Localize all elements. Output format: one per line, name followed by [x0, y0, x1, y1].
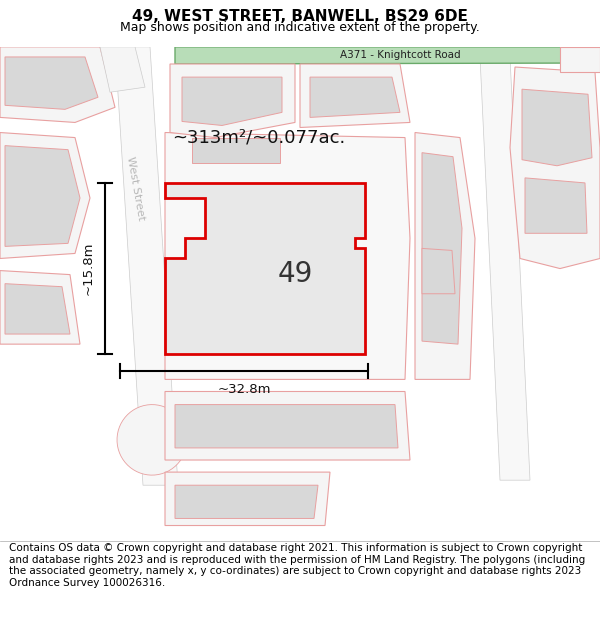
Polygon shape: [0, 47, 115, 122]
Text: Contains OS data © Crown copyright and database right 2021. This information is : Contains OS data © Crown copyright and d…: [9, 543, 585, 588]
Polygon shape: [165, 391, 410, 460]
Polygon shape: [300, 64, 410, 127]
Polygon shape: [165, 472, 330, 526]
Polygon shape: [165, 183, 365, 354]
Polygon shape: [175, 404, 398, 448]
Polygon shape: [422, 152, 462, 344]
Text: ~15.8m: ~15.8m: [82, 242, 95, 295]
Polygon shape: [182, 77, 282, 126]
Polygon shape: [185, 259, 290, 299]
Polygon shape: [480, 57, 530, 480]
Polygon shape: [5, 57, 98, 109]
Polygon shape: [100, 47, 145, 92]
Text: ~32.8m: ~32.8m: [217, 383, 271, 396]
Polygon shape: [522, 89, 592, 166]
Text: ~313m²/~0.077ac.: ~313m²/~0.077ac.: [172, 129, 345, 147]
Polygon shape: [310, 77, 400, 118]
Polygon shape: [510, 67, 600, 269]
Polygon shape: [560, 47, 600, 72]
Polygon shape: [115, 47, 178, 485]
Polygon shape: [0, 132, 90, 259]
Text: Map shows position and indicative extent of the property.: Map shows position and indicative extent…: [120, 21, 480, 34]
Polygon shape: [5, 284, 70, 334]
Polygon shape: [117, 404, 187, 475]
Polygon shape: [0, 271, 80, 344]
Polygon shape: [192, 138, 280, 162]
Polygon shape: [415, 132, 475, 379]
Polygon shape: [422, 248, 455, 294]
Polygon shape: [5, 146, 80, 246]
Text: 49, WEST STREET, BANWELL, BS29 6DE: 49, WEST STREET, BANWELL, BS29 6DE: [132, 9, 468, 24]
Text: 49: 49: [277, 259, 313, 288]
Polygon shape: [175, 485, 318, 519]
Polygon shape: [525, 178, 587, 233]
Text: A371 - Knightcott Road: A371 - Knightcott Road: [340, 50, 460, 60]
Polygon shape: [175, 47, 600, 64]
Text: West Street: West Street: [125, 155, 146, 221]
Polygon shape: [165, 132, 410, 379]
Polygon shape: [170, 64, 295, 138]
